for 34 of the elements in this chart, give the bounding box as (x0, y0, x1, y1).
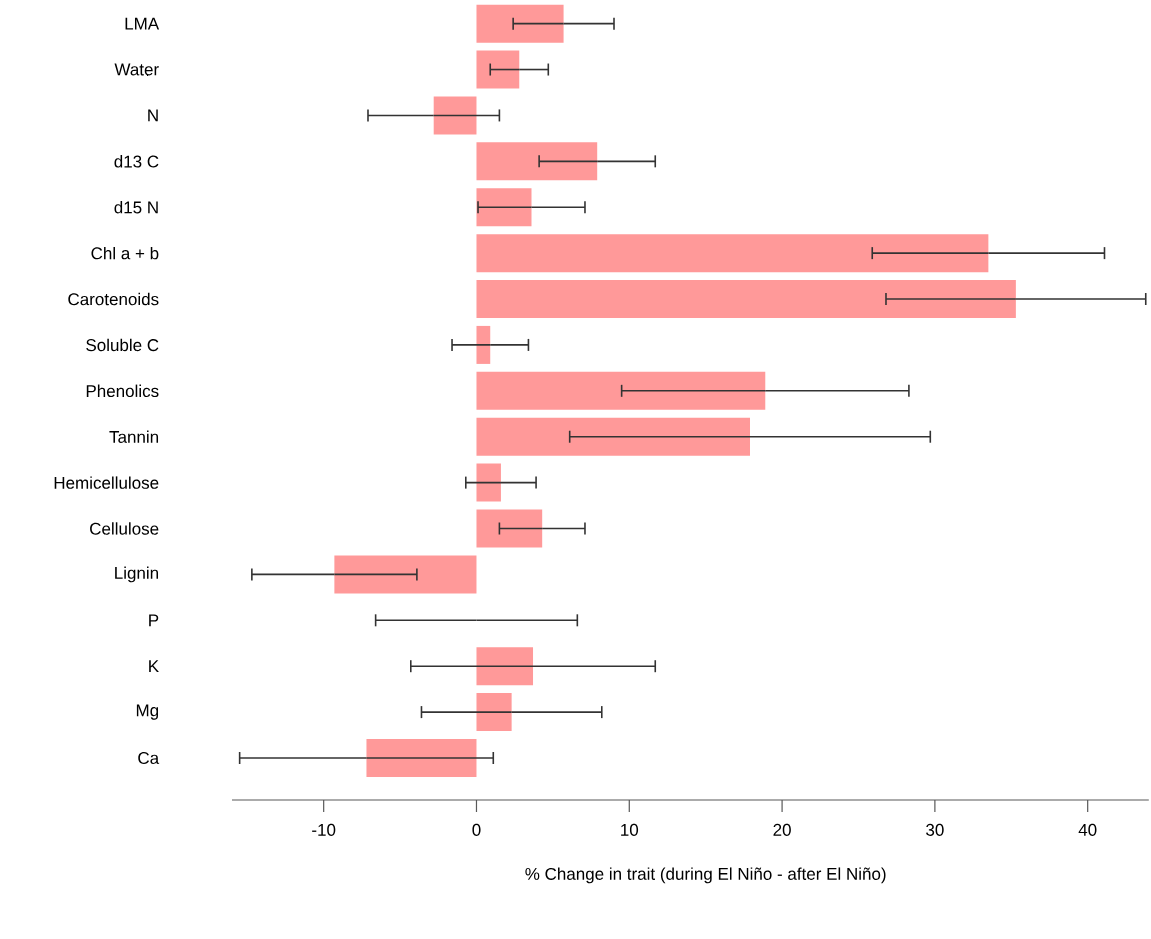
y-tick-label: N (148, 109, 158, 122)
x-tick-label: 10 (621, 823, 639, 836)
bar (476, 693, 512, 732)
x-tick-label: 40 (1078, 823, 1097, 836)
y-tick-label: Water (114, 63, 159, 76)
y-tick-label: Soluble C (86, 338, 159, 352)
x-axis-title: % Change in trait (during El Niño - after El Niño) (525, 867, 886, 884)
bar (476, 463, 501, 502)
y-tick-label: LMA (125, 17, 160, 30)
bar (476, 280, 1016, 319)
x-tick-label: 20 (773, 823, 791, 836)
y-tick-label: Lignin (115, 566, 159, 583)
y-tick-label: Mg (136, 704, 159, 720)
y-tick-label: Phenolics (86, 384, 159, 398)
y-tick-label: Cellulose (90, 522, 159, 535)
y-tick-label: d13 C (114, 155, 159, 168)
bar (476, 371, 766, 410)
bar (366, 739, 477, 777)
bar (433, 96, 477, 135)
x-tick-label: -10 (312, 823, 336, 836)
bar (476, 142, 598, 181)
y-tick-label: Ca (138, 751, 160, 765)
bar (476, 325, 491, 364)
y-tick-label: Carotenoids (68, 292, 159, 306)
y-tick-label: Tannin (109, 430, 159, 443)
bar (476, 234, 989, 273)
bar (476, 647, 534, 686)
y-tick-label: d15 N (114, 200, 158, 214)
y-tick-label: Chl a + b (91, 246, 159, 260)
x-tick-label: 30 (926, 823, 944, 836)
y-tick-label: Hemicellulose (54, 476, 159, 489)
x-tick-label: 0 (472, 823, 481, 836)
y-tick-label: K (149, 660, 159, 673)
y-tick-label: P (149, 614, 159, 627)
